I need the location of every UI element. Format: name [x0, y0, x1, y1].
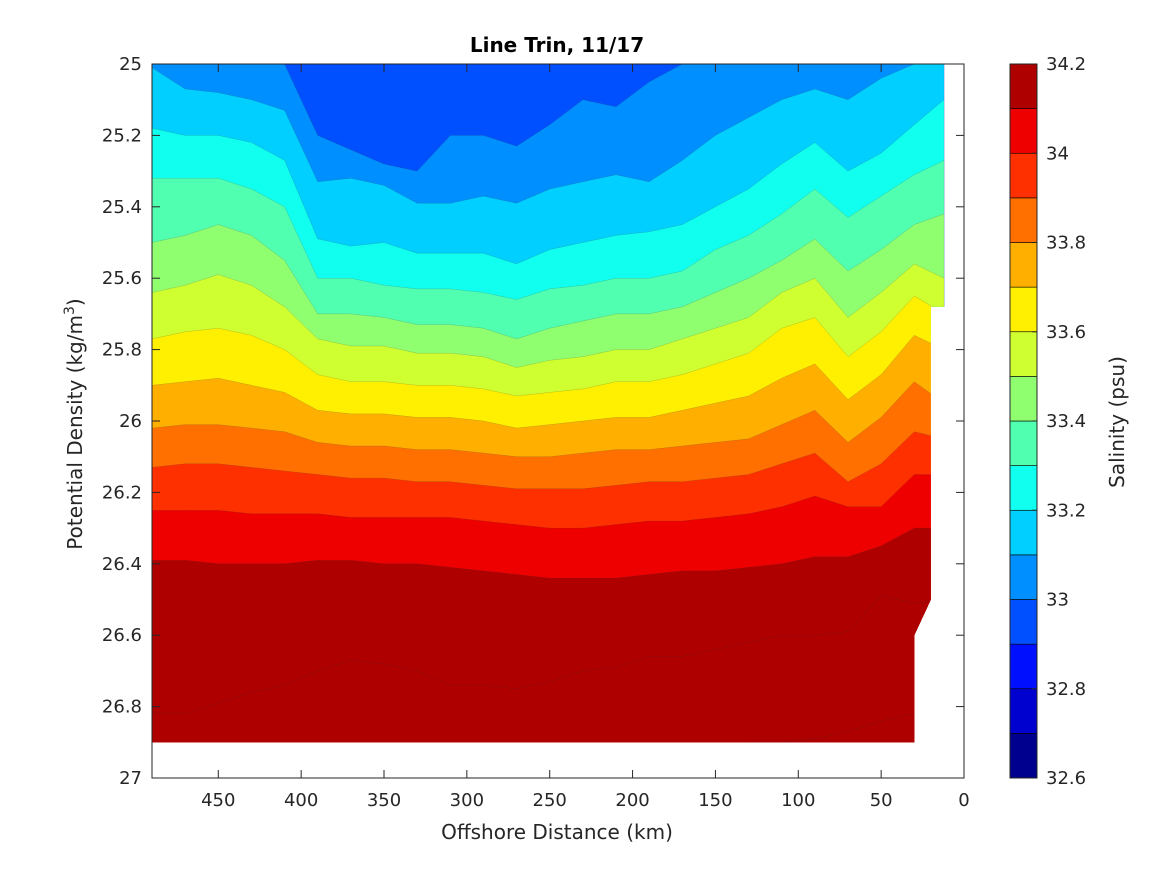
- colorbar-tick-label: 34.2: [1046, 54, 1086, 75]
- x-tick-label: 350: [367, 790, 401, 811]
- colorbar-swatch: [1009, 643, 1038, 690]
- colorbar-tick-label: 32.8: [1046, 679, 1086, 700]
- x-tick-label: 400: [284, 790, 318, 811]
- y-tick-label: 26.2: [102, 482, 142, 503]
- colorbar-tick-label: 33.8: [1046, 233, 1086, 254]
- x-tick-label: 150: [698, 790, 732, 811]
- colorbar-swatch: [1009, 331, 1038, 377]
- chart-title: Line Trin, 11/17: [470, 33, 644, 57]
- y-tick-label: 25: [119, 54, 142, 75]
- colorbar-tick-label: 32.6: [1046, 768, 1086, 789]
- y-tick-label: 26.4: [102, 554, 142, 575]
- colorbar-swatch: [1009, 152, 1038, 199]
- colorbar-title: Salinity (psu): [1105, 356, 1129, 488]
- y-tick-label: 27: [119, 768, 142, 789]
- plot-area: [152, 64, 945, 743]
- colorbar-swatch: [1009, 286, 1038, 333]
- contour-bands: [152, 64, 945, 743]
- x-tick-label: 100: [781, 790, 815, 811]
- colorbar-tick-label: 33.2: [1046, 500, 1086, 521]
- colorbar-swatch: [1009, 63, 1038, 109]
- y-tick-label: 26.8: [102, 697, 142, 718]
- y-tick-label: 25.6: [102, 268, 142, 289]
- colorbar-swatch: [1009, 242, 1038, 288]
- y-axis-title-end: ): [63, 298, 87, 306]
- x-tick-label: 250: [533, 790, 567, 811]
- y-axis-title-base: Potential Density (kg/m: [63, 315, 87, 550]
- colorbar-tick-label: 33.6: [1046, 322, 1086, 343]
- x-axis-title: Offshore Distance (km): [441, 820, 673, 844]
- colorbar-swatch: [1009, 197, 1038, 243]
- axes: 450 400 350 300 250 200 150 100 50 0 25 25.2 25.4 25.…: [102, 54, 970, 811]
- x-tick-label: 0: [958, 790, 969, 811]
- x-tick-label: 200: [615, 790, 649, 811]
- y-tick-label: 26.6: [102, 625, 142, 646]
- colorbar-swatch: [1009, 733, 1038, 779]
- y-tick-label: 25.4: [102, 197, 142, 218]
- colorbar-tick-label: 33: [1046, 590, 1069, 611]
- x-tick-label: 50: [870, 790, 893, 811]
- y-tick-label: 25.8: [102, 340, 142, 361]
- colorbar-swatch: [1009, 599, 1038, 645]
- colorbar-swatch: [1009, 108, 1038, 154]
- x-tick-label: 450: [201, 790, 235, 811]
- colorbar-swatch: [1009, 509, 1038, 556]
- colorbar-swatch: [1009, 554, 1038, 600]
- colorbar: 34.2 34 33.8 33.6 33.4 33.2 33 32.8 32.6: [1009, 54, 1086, 789]
- colorbar-swatch: [1009, 688, 1038, 734]
- colorbar-swatch: [1009, 376, 1038, 422]
- colorbar-tick-label: 34: [1046, 143, 1069, 164]
- y-axis-title: Potential Density (kg/m3): [62, 298, 87, 549]
- contour-band-14: [152, 595, 945, 743]
- colorbar-tick-label: 33.4: [1046, 411, 1086, 432]
- colorbar-swatch: [1009, 420, 1038, 466]
- y-axis-title-superscript: 3: [62, 306, 78, 315]
- y-tick-label: 26: [119, 411, 142, 432]
- contour-band-15: [152, 713, 945, 743]
- x-tick-label: 300: [450, 790, 484, 811]
- y-tick-label: 25.2: [102, 125, 142, 146]
- colorbar-swatch: [1009, 465, 1038, 511]
